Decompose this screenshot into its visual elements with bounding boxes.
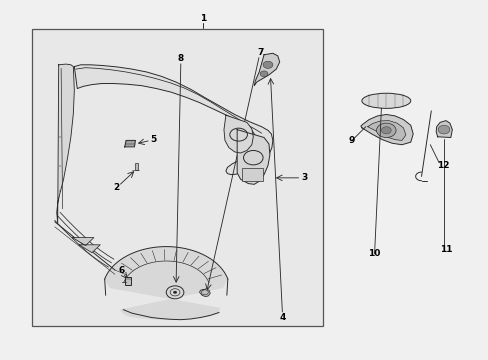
Bar <box>32 29 322 326</box>
Text: 11: 11 <box>439 245 451 253</box>
Text: 9: 9 <box>348 136 355 145</box>
Text: 8: 8 <box>178 54 183 63</box>
Text: 3: 3 <box>301 174 306 183</box>
Polygon shape <box>124 140 135 147</box>
Polygon shape <box>367 121 405 140</box>
Polygon shape <box>254 53 279 86</box>
Polygon shape <box>199 289 210 297</box>
Polygon shape <box>72 238 94 246</box>
Text: 6: 6 <box>118 266 124 275</box>
Text: 2: 2 <box>113 184 119 193</box>
Circle shape <box>376 123 395 138</box>
Text: 4: 4 <box>279 313 285 322</box>
Polygon shape <box>79 245 100 253</box>
Text: 10: 10 <box>367 249 380 258</box>
Polygon shape <box>224 115 253 153</box>
Bar <box>135 163 138 170</box>
Bar <box>242 168 262 181</box>
Ellipse shape <box>361 93 410 108</box>
Polygon shape <box>104 247 227 320</box>
Text: 5: 5 <box>150 135 156 144</box>
Polygon shape <box>237 130 269 184</box>
Text: 12: 12 <box>436 161 448 170</box>
Polygon shape <box>435 121 451 138</box>
Circle shape <box>263 61 272 68</box>
Circle shape <box>437 125 449 134</box>
Polygon shape <box>360 114 412 145</box>
Circle shape <box>381 127 390 134</box>
Circle shape <box>173 291 177 294</box>
Bar <box>125 277 131 285</box>
Polygon shape <box>74 65 272 175</box>
Text: 7: 7 <box>256 48 263 57</box>
Text: 1: 1 <box>200 14 205 23</box>
Polygon shape <box>57 64 74 223</box>
Circle shape <box>260 71 267 77</box>
